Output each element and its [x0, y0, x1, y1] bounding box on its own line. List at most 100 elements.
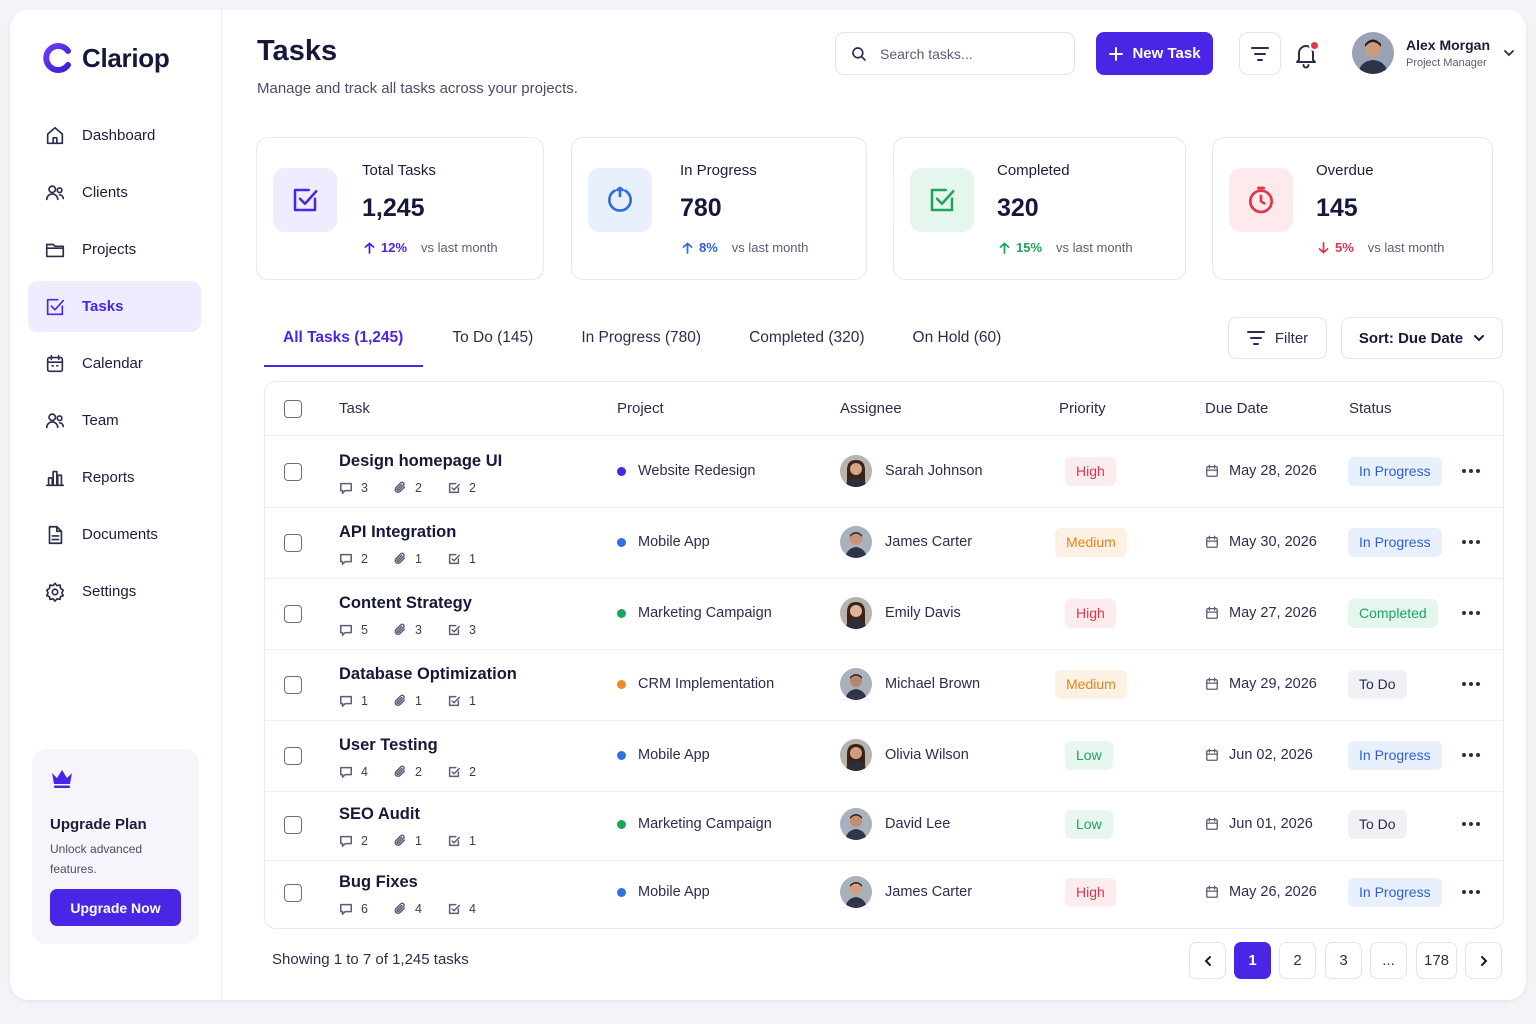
table-row[interactable]: User Testing 4 2 2 Mobile App Olivia Wil…: [265, 721, 1503, 792]
attachments-count[interactable]: 2: [393, 765, 447, 779]
row-checkbox[interactable]: [284, 816, 302, 834]
task-title[interactable]: Database Optimization: [339, 665, 517, 683]
tab-on-hold[interactable]: On Hold (60): [912, 329, 1002, 346]
comments-count[interactable]: 4: [339, 765, 393, 779]
table-row[interactable]: Content Strategy 5 3 3 Marketing Campaig…: [265, 579, 1503, 650]
prev-page-button[interactable]: [1189, 942, 1226, 979]
subtasks-count[interactable]: 3: [447, 623, 501, 637]
table-row[interactable]: Design homepage UI 3 2 2 Website Redesig…: [265, 437, 1503, 508]
more-options-icon[interactable]: [1462, 469, 1480, 473]
more-options-icon[interactable]: [1462, 611, 1480, 615]
attachments-count[interactable]: 3: [393, 623, 447, 637]
comments-count[interactable]: 6: [339, 902, 393, 916]
row-checkbox[interactable]: [284, 534, 302, 552]
subtasks-count[interactable]: 4: [447, 902, 501, 916]
user-menu[interactable]: Alex Morgan Project Manager: [1352, 32, 1516, 74]
table-row[interactable]: SEO Audit 2 1 1 Marketing Campaign David…: [265, 790, 1503, 861]
sidebar-item-clients[interactable]: Clients: [28, 167, 201, 218]
task-assignee[interactable]: Emily Davis: [840, 597, 961, 629]
tab-to-do[interactable]: To Do (145): [452, 329, 534, 346]
sidebar-item-documents[interactable]: Documents: [28, 509, 201, 560]
task-assignee[interactable]: Michael Brown: [840, 668, 980, 700]
task-assignee[interactable]: David Lee: [840, 808, 950, 840]
tab-completed[interactable]: Completed (320): [749, 329, 865, 346]
subtasks-count[interactable]: 1: [447, 552, 501, 566]
task-assignee[interactable]: James Carter: [840, 526, 972, 558]
subtasks-count[interactable]: 2: [447, 481, 501, 495]
upgrade-now-button[interactable]: Upgrade Now: [50, 889, 181, 926]
notifications-button[interactable]: [1290, 38, 1322, 70]
task-title[interactable]: User Testing: [339, 736, 438, 754]
more-options-icon[interactable]: [1462, 682, 1480, 686]
sidebar-item-settings[interactable]: Settings: [28, 566, 201, 617]
sidebar-item-reports[interactable]: Reports: [28, 452, 201, 503]
header-status[interactable]: Status: [1349, 400, 1392, 417]
task-project[interactable]: Mobile App: [617, 534, 710, 550]
attachments-count[interactable]: 2: [393, 481, 447, 495]
header-project[interactable]: Project: [617, 400, 664, 417]
stat-card-in-progress[interactable]: In Progress 780 8% vs last month: [571, 137, 867, 280]
comments-count[interactable]: 2: [339, 834, 393, 848]
stat-card-overdue[interactable]: Overdue 145 5% vs last month: [1212, 137, 1493, 280]
task-project[interactable]: Marketing Campaign: [617, 605, 772, 621]
table-row[interactable]: Database Optimization 1 1 1 CRM Implemen…: [265, 650, 1503, 721]
select-all-checkbox[interactable]: [284, 400, 302, 418]
task-project[interactable]: Mobile App: [617, 747, 710, 763]
next-page-button[interactable]: [1465, 942, 1502, 979]
attachments-count[interactable]: 1: [393, 834, 447, 848]
task-assignee[interactable]: Olivia Wilson: [840, 739, 969, 771]
task-project[interactable]: Marketing Campaign: [617, 816, 772, 832]
row-checkbox[interactable]: [284, 605, 302, 623]
table-row[interactable]: Bug Fixes 6 4 4 Mobile App James Carter …: [265, 858, 1503, 928]
task-project[interactable]: CRM Implementation: [617, 676, 774, 692]
header-assignee[interactable]: Assignee: [840, 400, 902, 417]
more-options-icon[interactable]: [1462, 753, 1480, 757]
more-options-icon[interactable]: [1462, 822, 1480, 826]
search-input[interactable]: [880, 45, 1060, 62]
task-title[interactable]: Bug Fixes: [339, 873, 418, 891]
page-ellipsis[interactable]: ...: [1370, 942, 1407, 979]
header-task[interactable]: Task: [339, 400, 370, 417]
comments-count[interactable]: 2: [339, 552, 393, 566]
header-due-date[interactable]: Due Date: [1205, 400, 1269, 417]
brand-logo[interactable]: Clariop: [42, 42, 170, 74]
row-checkbox[interactable]: [284, 676, 302, 694]
subtasks-count[interactable]: 1: [447, 834, 501, 848]
page-button-1[interactable]: 1: [1234, 942, 1271, 979]
header-priority[interactable]: Priority: [1059, 400, 1106, 417]
filter-lines-button[interactable]: [1239, 32, 1281, 75]
filter-button[interactable]: Filter: [1228, 317, 1327, 359]
subtasks-count[interactable]: 1: [447, 694, 501, 708]
tab-all-tasks[interactable]: All Tasks (1,245): [264, 315, 424, 367]
subtasks-count[interactable]: 2: [447, 765, 501, 779]
task-title[interactable]: API Integration: [339, 523, 457, 541]
page-button-178[interactable]: 178: [1416, 942, 1457, 979]
task-assignee[interactable]: James Carter: [840, 876, 972, 908]
comments-count[interactable]: 1: [339, 694, 393, 708]
task-project[interactable]: Mobile App: [617, 884, 710, 900]
task-title[interactable]: Content Strategy: [339, 594, 472, 612]
comments-count[interactable]: 5: [339, 623, 393, 637]
attachments-count[interactable]: 1: [393, 694, 447, 708]
row-checkbox[interactable]: [284, 747, 302, 765]
sidebar-item-dashboard[interactable]: Dashboard: [28, 110, 201, 161]
page-button-3[interactable]: 3: [1325, 942, 1362, 979]
sidebar-item-tasks[interactable]: Tasks: [28, 281, 201, 332]
row-checkbox[interactable]: [284, 884, 302, 902]
more-options-icon[interactable]: [1462, 540, 1480, 544]
task-project[interactable]: Website Redesign: [617, 463, 755, 479]
attachments-count[interactable]: 4: [393, 902, 447, 916]
sidebar-item-calendar[interactable]: Calendar: [28, 338, 201, 389]
task-assignee[interactable]: Sarah Johnson: [840, 455, 983, 487]
comments-count[interactable]: 3: [339, 481, 393, 495]
more-options-icon[interactable]: [1462, 890, 1480, 894]
row-checkbox[interactable]: [284, 463, 302, 481]
table-row[interactable]: API Integration 2 1 1 Mobile App James C…: [265, 508, 1503, 579]
search-box[interactable]: [835, 32, 1075, 75]
sidebar-item-team[interactable]: Team: [28, 395, 201, 446]
page-button-2[interactable]: 2: [1279, 942, 1316, 979]
tab-in-progress[interactable]: In Progress (780): [581, 329, 702, 346]
new-task-button[interactable]: New Task: [1096, 32, 1213, 75]
stat-card-completed[interactable]: Completed 320 15% vs last month: [893, 137, 1186, 280]
sort-dropdown[interactable]: Sort: Due Date: [1341, 317, 1503, 359]
